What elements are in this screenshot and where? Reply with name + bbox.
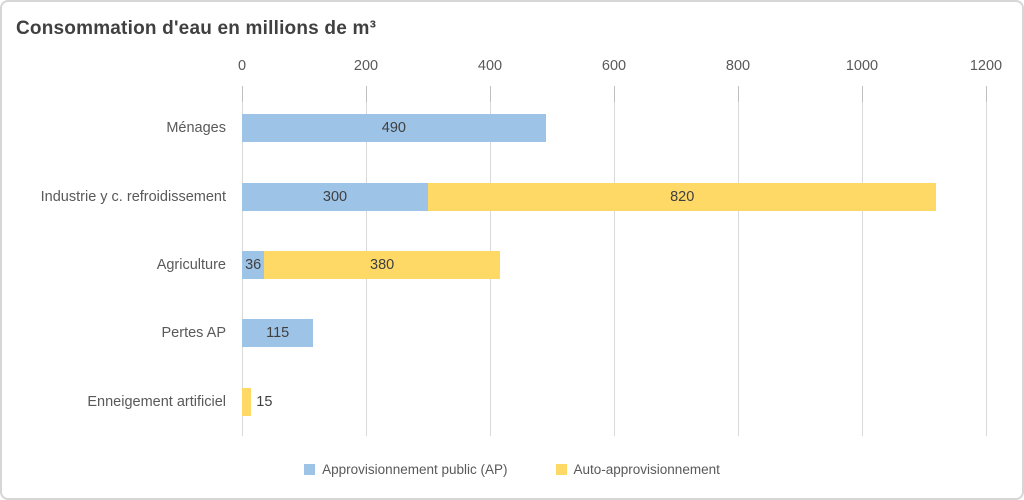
category-label: Ménages bbox=[166, 120, 226, 137]
chart-title: Consommation d'eau en millions de m³ bbox=[16, 18, 377, 39]
data-label: 300 bbox=[322, 188, 348, 205]
data-label: 490 bbox=[381, 120, 406, 137]
bar-segment: 490 bbox=[242, 114, 546, 143]
gridline bbox=[986, 94, 987, 436]
bar-segment: 380 bbox=[264, 251, 500, 279]
data-label: 15 bbox=[256, 393, 273, 410]
data-label: 820 bbox=[670, 188, 695, 205]
axis-tick bbox=[490, 86, 491, 102]
axis-tick bbox=[862, 86, 863, 102]
x-axis-tick-label: 400 bbox=[477, 58, 503, 74]
bar-segment bbox=[242, 387, 252, 416]
bar-segment: 300 bbox=[242, 182, 428, 211]
gridline bbox=[738, 94, 739, 436]
category-label: Pertes AP bbox=[161, 325, 226, 342]
legend-label: Approvisionnement public (AP) bbox=[322, 462, 508, 477]
category-label: Agriculture bbox=[156, 256, 226, 273]
category-label: Enneigement artificiel bbox=[87, 393, 226, 410]
bar-segment: 820 bbox=[428, 182, 937, 211]
bar-segment: 36 bbox=[242, 251, 265, 279]
legend-item: Approvisionnement public (AP) bbox=[304, 462, 508, 477]
category-label: Industrie y c. refroidissement bbox=[40, 188, 226, 205]
bar-segment: 115 bbox=[242, 319, 314, 348]
chart-legend: Approvisionnement public (AP) Auto-approv… bbox=[2, 462, 1022, 477]
data-label: 115 bbox=[266, 325, 290, 342]
axis-tick bbox=[738, 86, 739, 102]
legend-swatch-icon bbox=[304, 464, 316, 475]
x-axis-tick-label: 1200 bbox=[969, 58, 1003, 74]
x-axis-tick-label: 1000 bbox=[845, 58, 879, 74]
data-label: 36 bbox=[245, 257, 262, 273]
gridline bbox=[862, 94, 863, 436]
legend-swatch-icon bbox=[555, 464, 567, 475]
axis-tick bbox=[614, 86, 615, 102]
gridline bbox=[614, 94, 615, 436]
x-axis-tick-label: 600 bbox=[601, 58, 627, 74]
axis-tick bbox=[366, 86, 367, 102]
x-axis-tick-label: 800 bbox=[725, 58, 751, 74]
legend-label: Auto-approvisionnement bbox=[573, 462, 720, 477]
x-axis-tick-label: 200 bbox=[353, 58, 379, 74]
x-axis-tick-label: 0 bbox=[237, 58, 247, 74]
axis-tick bbox=[986, 86, 987, 102]
legend-item: Auto-approvisionnement bbox=[555, 462, 720, 477]
axis-tick bbox=[242, 86, 243, 102]
data-label: 380 bbox=[370, 257, 395, 273]
